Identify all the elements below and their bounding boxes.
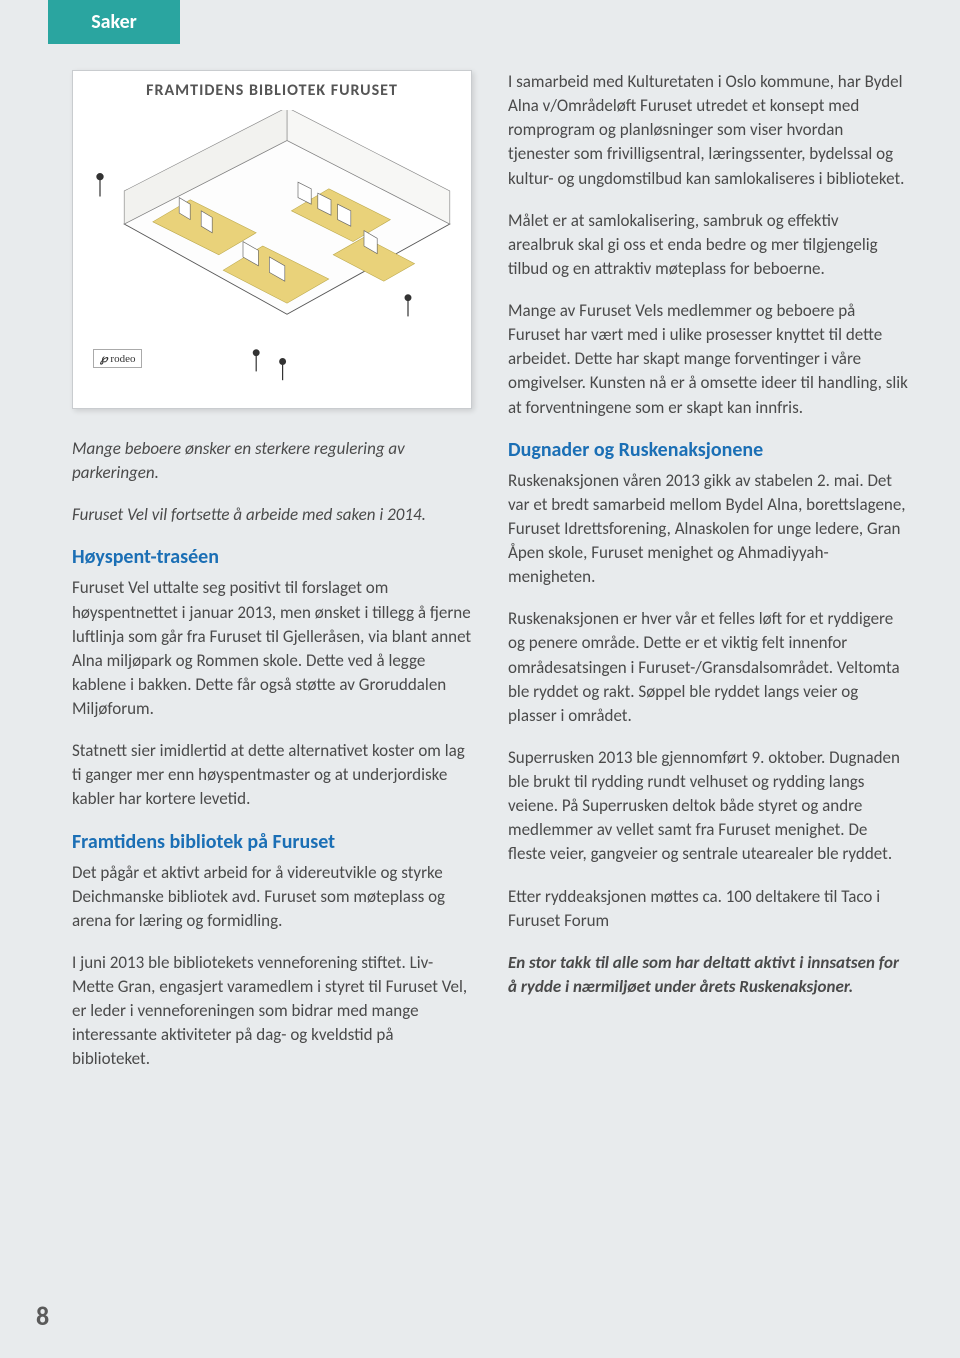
illustration-graphic: ℘ rodeo (81, 110, 463, 400)
right-p8: En stor takk til alle som har deltatt ak… (508, 951, 908, 999)
heading-dugnader: Dugnader og Ruskenaksjonene (508, 438, 908, 463)
left-p5: Det pågår et aktivt arbeid for å videreu… (72, 861, 472, 933)
right-p5: Ruskenaksjonen er hver vår et felles løf… (508, 607, 908, 728)
right-p7: Etter ryddeaksjonen møttes ca. 100 delta… (508, 885, 908, 933)
heading-bibliotek: Framtidens bibliotek på Furuset (72, 830, 472, 855)
right-p4: Ruskenaksjonen våren 2013 gikk av stabel… (508, 469, 908, 590)
main-content: FRAMTIDENS BIBLIOTEK FURUSET (72, 70, 908, 1090)
left-column: FRAMTIDENS BIBLIOTEK FURUSET (72, 70, 472, 1090)
page-number: 8 (36, 1300, 49, 1332)
right-p3: Mange av Furuset Vels medlemmer og beboe… (508, 299, 908, 420)
left-p4: Statnett sier imidlertid at dette altern… (72, 739, 472, 811)
illustration-brand: ℘ rodeo (93, 349, 142, 368)
right-column: I samarbeid med Kulturetaten i Oslo komm… (508, 70, 908, 1090)
right-p6: Superrusken 2013 ble gjennomført 9. okto… (508, 746, 908, 867)
heading-hoyspent: Høyspent-traséen (72, 545, 472, 570)
right-p1: I samarbeid med Kulturetaten i Oslo komm… (508, 70, 908, 191)
section-tab: Saker (48, 0, 180, 44)
illustration-title: FRAMTIDENS BIBLIOTEK FURUSET (81, 81, 463, 100)
right-p2: Målet er at samlokalisering, sambruk og … (508, 209, 908, 281)
illustration-box: FRAMTIDENS BIBLIOTEK FURUSET (72, 70, 472, 409)
left-p3: Furuset Vel uttalte seg positivt til for… (72, 576, 472, 721)
tab-label: Saker (91, 10, 137, 34)
left-p1: Mange beboere ønsker en sterkere reguler… (72, 437, 472, 485)
left-p6: I juni 2013 ble bibliotekets venneforeni… (72, 951, 472, 1072)
brand-text: rodeo (110, 353, 135, 365)
left-p2: Furuset Vel vil fortsette å arbeide med … (72, 503, 472, 527)
